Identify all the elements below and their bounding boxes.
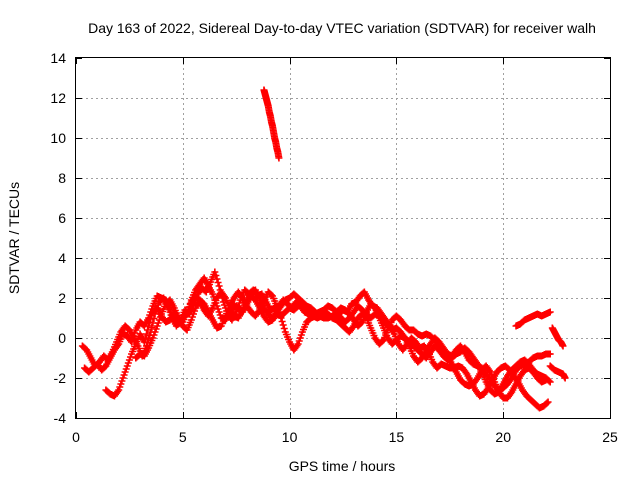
y-tick-label: 10 (50, 130, 66, 146)
data-point-marker (546, 308, 554, 316)
data-point-marker (114, 342, 122, 349)
x-tick-label: 10 (282, 429, 298, 445)
data-point-marker (280, 325, 288, 332)
data-point-marker (114, 388, 122, 395)
y-tick-label: 4 (58, 250, 66, 266)
x-tick-label: 20 (495, 429, 511, 445)
data-point-marker (140, 338, 148, 346)
data-point-marker (545, 377, 553, 385)
data-point-marker (559, 342, 567, 350)
y-tick-label: 12 (50, 90, 66, 106)
data-point-marker (214, 279, 222, 286)
series-d (132, 286, 554, 398)
series-f (512, 308, 554, 330)
data-point-marker (546, 350, 554, 358)
data-point-marker (212, 272, 220, 279)
data-point-marker (141, 334, 149, 342)
x-axis-label: GPS time / hours (289, 458, 396, 474)
data-point-marker (293, 342, 301, 349)
data-point-marker (215, 282, 223, 290)
data-point-marker (544, 398, 552, 406)
data-point-marker (546, 378, 554, 386)
data-point-marker (561, 374, 569, 382)
y-tick-label: 6 (58, 210, 66, 226)
data-point-marker (213, 275, 221, 283)
y-tick-label: 0 (58, 330, 66, 346)
chart-title: Day 163 of 2022, Sidereal Day-to-day VTE… (88, 20, 596, 36)
plot-frame (75, 57, 611, 419)
data-point-marker (144, 326, 152, 334)
data-point-marker (278, 318, 286, 325)
x-tick-label: 25 (602, 429, 618, 445)
x-tick-label: 15 (389, 429, 405, 445)
x-tick-label: 0 (72, 429, 80, 445)
y-tick-label: 8 (58, 170, 66, 186)
data-point-marker (148, 324, 156, 331)
y-tick-label: -4 (54, 410, 67, 426)
y-tick-label: 14 (50, 50, 66, 66)
x-tick-label: 5 (179, 429, 187, 445)
data-point-marker (145, 335, 153, 343)
y-tick-labels: -4 -2 0 2 4 6 8 10 12 14 (50, 50, 66, 426)
x-tick-labels: 0 5 10 15 20 25 (72, 429, 618, 445)
y-tick-label: -2 (54, 370, 67, 386)
series-e (260, 86, 283, 162)
data-points (78, 86, 569, 412)
data-point-marker (275, 154, 283, 162)
y-tick-label: 2 (58, 290, 66, 306)
data-point-marker (142, 330, 150, 338)
data-point-marker (211, 268, 219, 276)
data-point-marker (220, 293, 228, 300)
series-g (548, 324, 567, 350)
y-axis-label: SDTVAR / TECUs (6, 182, 22, 294)
data-point-marker (543, 399, 551, 407)
data-point-marker (279, 321, 287, 329)
series-h (546, 362, 569, 382)
